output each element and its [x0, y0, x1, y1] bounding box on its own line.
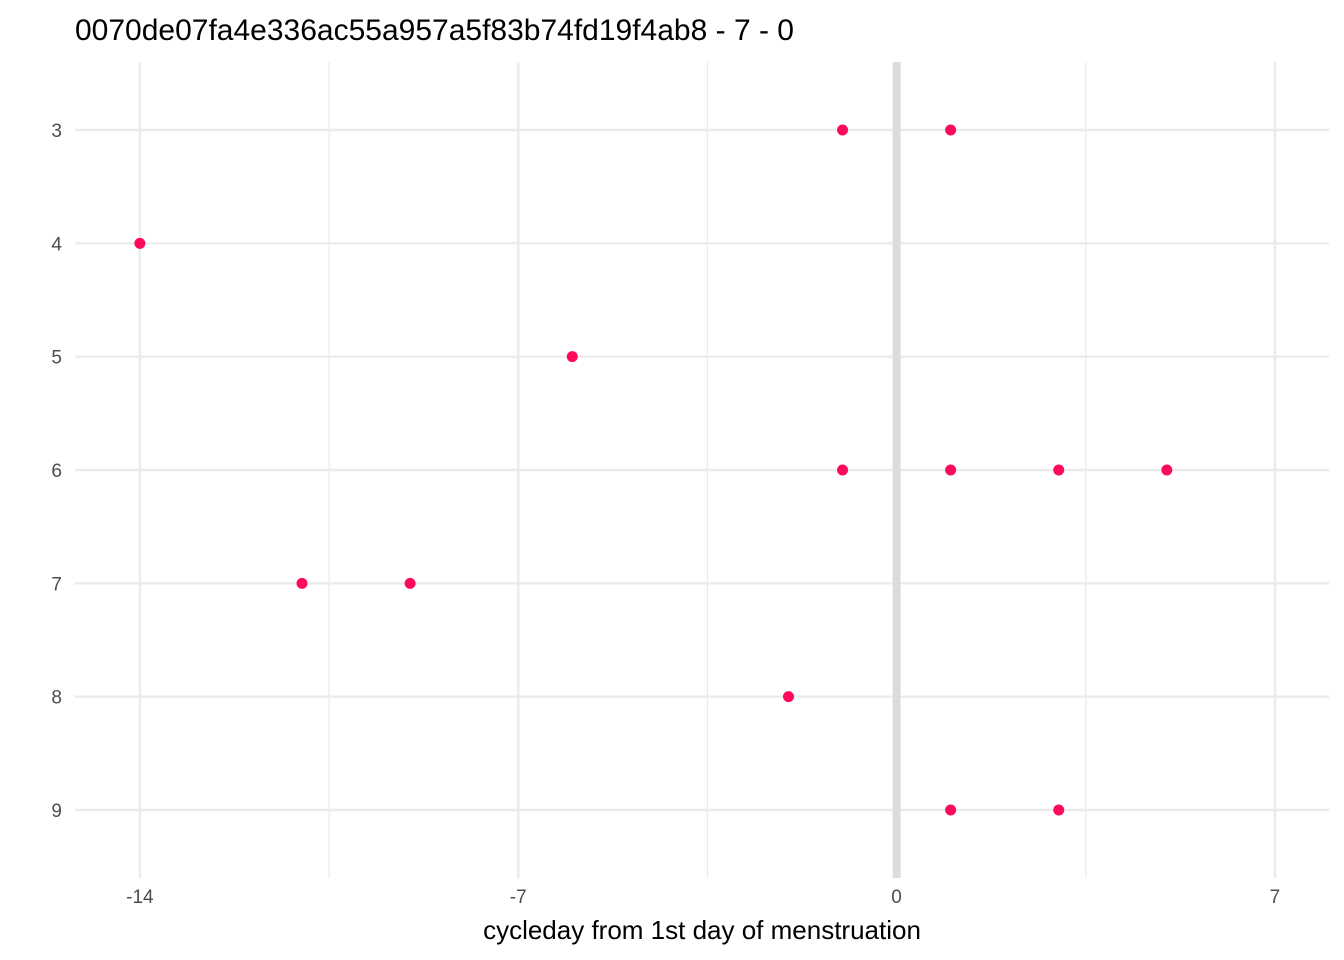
data-point: [1161, 464, 1173, 476]
data-point: [945, 804, 957, 816]
x-tick-label: 7: [1270, 887, 1281, 908]
data-points: [134, 124, 1173, 816]
y-tick-label: 6: [51, 461, 62, 482]
data-point: [945, 464, 957, 476]
data-point: [134, 237, 146, 249]
data-point: [837, 464, 849, 476]
x-tick-label: 0: [891, 887, 902, 908]
y-tick-label: 7: [51, 574, 62, 595]
y-tick-label: 4: [51, 234, 62, 255]
data-point: [837, 124, 849, 136]
data-point: [945, 124, 957, 136]
grid-lines: [75, 62, 1329, 878]
chart-title: 0070de07fa4e336ac55a957a5f83b74fd19f4ab8…: [75, 14, 794, 47]
data-point: [566, 351, 578, 363]
y-axis-ticks: 3 4 5 6 7 8 9: [51, 121, 62, 822]
x-tick-label: -7: [510, 887, 527, 908]
x-axis-ticks: -14 -7 0 7: [126, 887, 1280, 908]
data-point: [296, 577, 308, 589]
x-tick-label: -14: [126, 887, 154, 908]
y-tick-label: 8: [51, 688, 62, 709]
y-tick-label: 5: [51, 348, 62, 369]
y-tick-label: 3: [51, 121, 62, 142]
data-point: [782, 691, 794, 703]
data-point: [1053, 804, 1065, 816]
data-point: [1053, 464, 1065, 476]
y-tick-label: 9: [51, 801, 62, 822]
x-axis-label: cycleday from 1st day of menstruation: [483, 915, 921, 945]
data-point: [404, 577, 416, 589]
